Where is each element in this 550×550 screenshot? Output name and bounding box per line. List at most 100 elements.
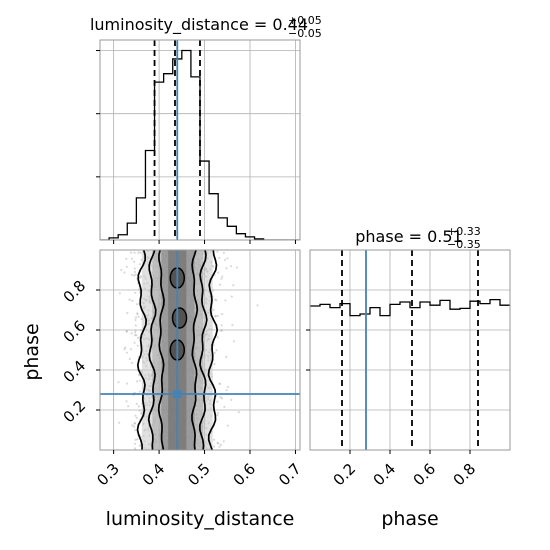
y-tick-label: 0.4 xyxy=(60,357,90,387)
d2-point xyxy=(127,405,130,408)
d2-point xyxy=(131,361,134,364)
d2-point xyxy=(126,311,129,315)
d2-point xyxy=(136,438,139,441)
d2-point xyxy=(219,443,223,446)
d2-point xyxy=(131,424,134,427)
d2-point xyxy=(125,265,128,268)
h2-title-sub: −0.35 xyxy=(447,238,481,251)
d2-point xyxy=(123,271,126,274)
d2-point xyxy=(131,299,134,302)
d2-point xyxy=(134,414,137,417)
x-tick-label: 0.7 xyxy=(275,460,305,490)
d2-point xyxy=(213,438,216,441)
d2-point xyxy=(129,251,133,254)
d2-point xyxy=(137,405,140,408)
x-tick-label: 0.5 xyxy=(184,460,214,490)
d2-point xyxy=(133,251,136,254)
d2-point xyxy=(217,271,220,274)
d2-point xyxy=(135,416,138,419)
d2-contour-left-0 xyxy=(157,250,165,450)
d2-frame xyxy=(99,249,301,451)
d2-point xyxy=(216,414,219,417)
h1-grid xyxy=(100,40,300,240)
d2-point xyxy=(133,270,137,273)
d2-truth-marker xyxy=(173,390,182,398)
d2-point xyxy=(214,315,217,318)
d2-point xyxy=(125,400,128,403)
d2-point xyxy=(222,440,225,443)
d2-point xyxy=(136,313,139,316)
d2-point xyxy=(125,351,128,354)
d2-point xyxy=(213,351,216,354)
h1-title-sup: +0.05 xyxy=(288,14,322,27)
h2-title: phase = 0.51 xyxy=(355,227,462,246)
d2-point xyxy=(212,308,215,311)
d2-point xyxy=(134,324,137,327)
d2-point xyxy=(117,381,120,384)
d2-point xyxy=(136,344,139,347)
luminosity-distance-histogram-panel: luminosity_distance = 0.44 +0.05 −0.05 xyxy=(90,14,322,244)
d2-point xyxy=(212,344,215,347)
d2-point xyxy=(135,303,139,306)
d2-point xyxy=(138,390,141,393)
d2-point xyxy=(133,267,136,270)
h2-grid xyxy=(310,250,510,450)
d2-point xyxy=(133,425,136,428)
y-tick-label: 0.8 xyxy=(60,277,90,307)
h1-histogram xyxy=(100,40,300,240)
d2-point xyxy=(213,445,216,448)
d2-point xyxy=(139,275,142,278)
d2-point xyxy=(220,324,223,327)
d2-point xyxy=(130,332,133,335)
d2-contour-right-1 xyxy=(199,250,208,450)
h2-histogram xyxy=(310,250,510,450)
d2-point xyxy=(138,379,141,382)
d2-point xyxy=(136,380,139,383)
d2-point xyxy=(220,329,223,332)
h2-frame xyxy=(309,249,511,451)
x-axis-label-luminosity-distance: luminosity_distance xyxy=(106,508,295,530)
d2-point xyxy=(216,441,219,444)
h1-title-sub: −0.05 xyxy=(288,27,322,40)
d2-point xyxy=(133,341,136,344)
d2-point xyxy=(131,257,134,260)
d2-point xyxy=(138,288,141,291)
d2-point xyxy=(232,284,235,287)
d2-point xyxy=(126,382,129,385)
d2-point xyxy=(223,405,226,408)
d2-point xyxy=(232,340,236,343)
d2-point xyxy=(219,283,222,286)
d2-point xyxy=(138,373,141,376)
h1-histogram-step xyxy=(100,49,300,240)
d2-point xyxy=(237,411,240,414)
d2-point xyxy=(138,263,141,266)
d2-point xyxy=(134,318,137,321)
d2-point xyxy=(139,251,142,254)
d2-point xyxy=(136,312,139,315)
y-tick-label: 0.2 xyxy=(60,397,90,427)
d2-point xyxy=(135,402,138,405)
d2-point xyxy=(134,438,137,441)
d2-point xyxy=(134,291,137,294)
d2-point xyxy=(256,304,259,307)
x-tick-label: 0.3 xyxy=(93,460,123,490)
d2-point xyxy=(134,273,137,276)
d2-point xyxy=(133,260,136,263)
h2-x-tick-label: 0.2 xyxy=(330,460,360,490)
d2-point xyxy=(120,268,123,271)
d2-point xyxy=(216,400,219,403)
d2-point xyxy=(235,266,238,269)
phase-vs-luminosity-distance-panel: 0.3 0.4 0.5 0.6 0.7 0.2 0.4 0.6 0.8 luminosity_d… xyxy=(21,249,305,530)
d2-point xyxy=(216,412,219,415)
d2-point xyxy=(125,330,128,333)
d2-point xyxy=(218,382,221,385)
d2-point xyxy=(133,447,137,450)
d2-point xyxy=(138,444,141,447)
h2-x-tick-label: 0.8 xyxy=(450,460,480,490)
d2-density xyxy=(100,250,300,450)
d2-point xyxy=(230,265,233,268)
d2-point xyxy=(124,346,127,349)
d2-contour-left-2 xyxy=(136,250,148,450)
d2-point xyxy=(139,329,142,332)
